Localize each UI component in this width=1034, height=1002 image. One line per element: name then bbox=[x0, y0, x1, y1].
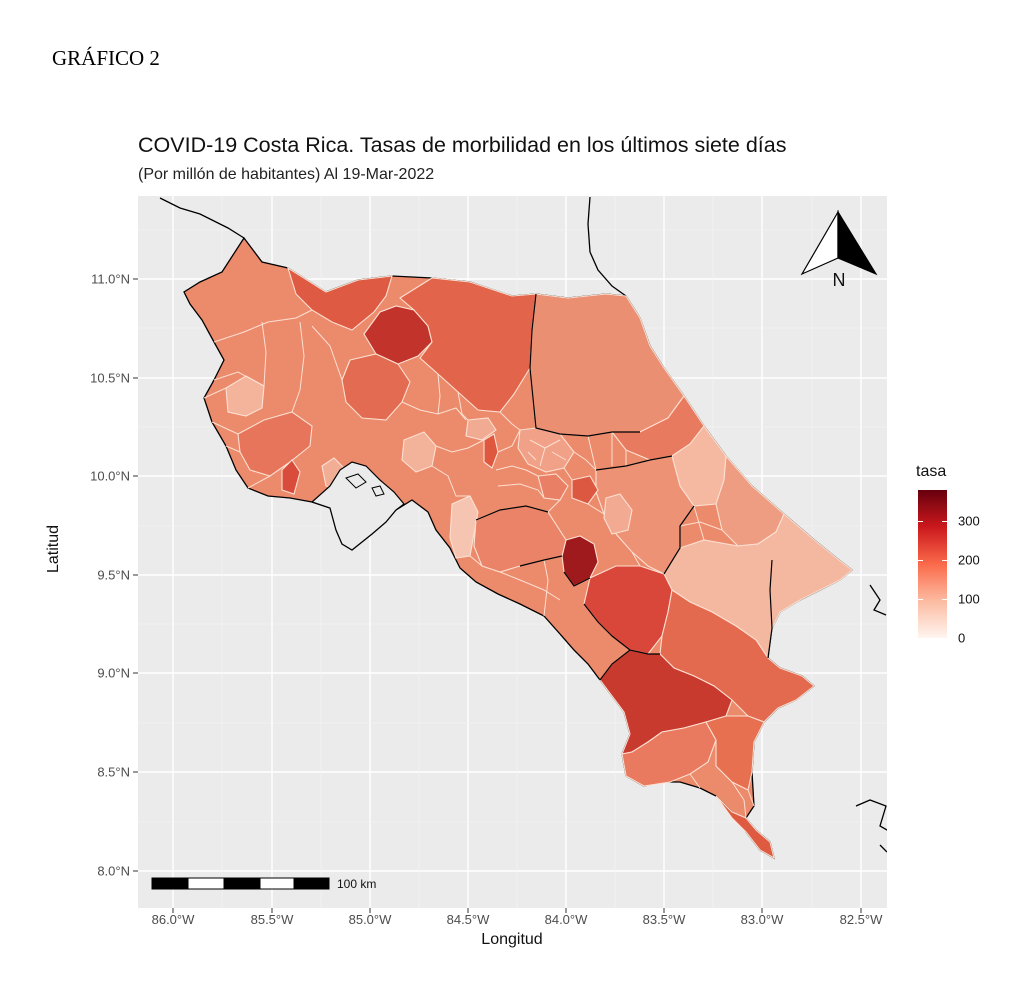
x-tick-label: 83.5°W bbox=[642, 912, 686, 927]
legend-tick-mark bbox=[918, 599, 923, 600]
region bbox=[529, 293, 685, 437]
x-tick-label: 85.0°W bbox=[348, 912, 392, 927]
x-tick-label: 85.5°W bbox=[250, 912, 294, 927]
north-arrow-icon bbox=[800, 209, 878, 276]
x-tick-label: 83.0°W bbox=[740, 912, 784, 927]
province-boundaries bbox=[475, 293, 773, 681]
y-tick-label: 10.5°N bbox=[90, 370, 130, 386]
legend-tick-mark bbox=[942, 599, 947, 600]
scale-bar-label: 100 km bbox=[337, 877, 376, 891]
legend-tick-mark bbox=[918, 521, 923, 522]
legend-tick-mark bbox=[918, 560, 923, 561]
y-tick-label: 9.0°N bbox=[97, 665, 130, 681]
region bbox=[465, 417, 497, 441]
y-tick-label: 9.5°N bbox=[97, 567, 130, 583]
y-tick-label: 8.5°N bbox=[97, 764, 130, 780]
axis-tick-marks bbox=[133, 278, 862, 913]
region bbox=[705, 715, 765, 791]
gulf-islands bbox=[345, 473, 385, 497]
region bbox=[537, 473, 569, 501]
x-tick-label: 84.0°W bbox=[544, 912, 588, 927]
x-tick-label: 86.0°W bbox=[151, 912, 195, 927]
neighbor-coastlines bbox=[159, 196, 887, 853]
y-tick-label: 8.0°N bbox=[97, 863, 130, 879]
y-tick-label: 10.0°N bbox=[90, 468, 130, 484]
region bbox=[341, 353, 411, 421]
legend-tick-label: 300 bbox=[958, 513, 980, 529]
legend-tick-label: 100 bbox=[958, 591, 980, 607]
region-fills bbox=[225, 266, 853, 860]
region bbox=[715, 454, 785, 547]
figure-heading: GRÁFICO 2 bbox=[52, 46, 160, 70]
x-axis-label: Longitud bbox=[481, 931, 543, 948]
north-arrow-label: N bbox=[833, 270, 846, 290]
map-layer bbox=[159, 196, 887, 860]
legend-tick-label: 200 bbox=[958, 552, 980, 568]
region bbox=[621, 721, 717, 787]
y-axis-label: Latitud bbox=[45, 524, 62, 574]
region bbox=[603, 493, 633, 535]
legend-colorbar bbox=[918, 490, 947, 638]
region bbox=[571, 475, 599, 505]
region bbox=[281, 459, 301, 495]
region bbox=[715, 795, 775, 860]
legend-tick-label: 0 bbox=[958, 630, 966, 646]
y-tick-label: 11.0°N bbox=[91, 271, 130, 287]
legend-tick-mark bbox=[942, 560, 947, 561]
chart-title: COVID-19 Costa Rica. Tasas de morbilidad… bbox=[138, 133, 787, 157]
chart-subtitle: (Por millón de habitantes) Al 19-Mar-202… bbox=[138, 166, 435, 183]
x-tick-label: 84.5°W bbox=[446, 912, 490, 927]
region bbox=[449, 495, 479, 559]
region bbox=[237, 411, 313, 477]
legend-tick-mark bbox=[942, 521, 947, 522]
region bbox=[287, 266, 393, 331]
gulf-water bbox=[310, 461, 405, 551]
x-tick-label: 82.5°W bbox=[839, 912, 883, 927]
district-boundaries bbox=[203, 309, 755, 819]
scale-bar bbox=[151, 877, 330, 890]
region bbox=[483, 433, 499, 469]
legend-title: tasa bbox=[916, 463, 947, 480]
